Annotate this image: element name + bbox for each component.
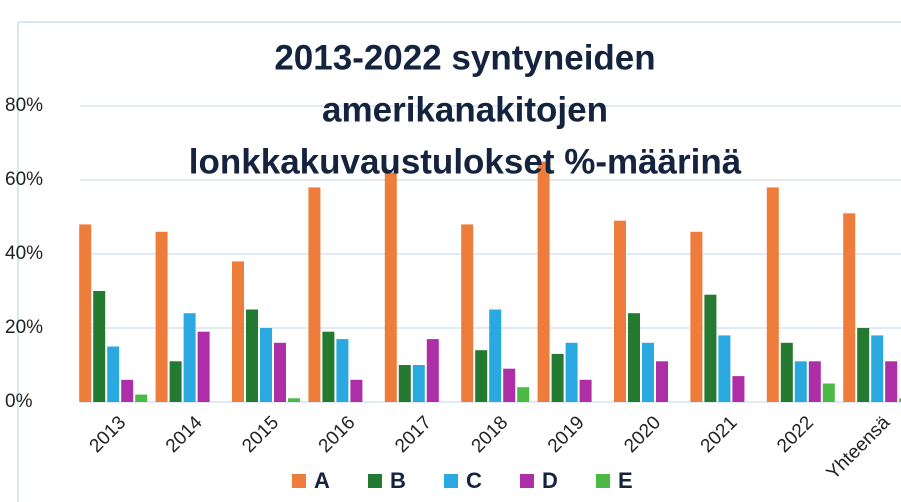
- bar: [308, 187, 321, 402]
- legend-label: E: [618, 468, 633, 493]
- bar: [79, 224, 92, 402]
- bar: [121, 379, 134, 402]
- bar: [843, 213, 856, 402]
- bar: [766, 187, 779, 402]
- x-tick-label: 2014: [162, 412, 207, 457]
- legend-swatch: [596, 474, 610, 488]
- bar: [551, 353, 564, 402]
- bar: [489, 309, 502, 402]
- bar: [288, 398, 300, 402]
- bar: [246, 309, 258, 402]
- legend-label: A: [314, 468, 330, 493]
- bar: [107, 346, 120, 402]
- bar: [274, 342, 286, 402]
- bar: [260, 328, 272, 402]
- bar: [808, 361, 821, 402]
- bar: [690, 231, 703, 402]
- bar: [426, 339, 439, 402]
- bar: [183, 313, 196, 402]
- bar: [93, 291, 106, 402]
- bar: [579, 379, 592, 402]
- y-tick-label: 80%: [5, 95, 43, 116]
- bar: [871, 335, 884, 402]
- bar: [135, 394, 148, 402]
- bar: [704, 294, 717, 402]
- bar: [461, 224, 474, 402]
- bar: [336, 339, 349, 402]
- legend-label: D: [542, 468, 558, 493]
- x-tick-label: 2017: [391, 412, 436, 457]
- legend-swatch: [444, 474, 458, 488]
- x-tick-label: 2018: [468, 412, 513, 457]
- chart-title: 2013-2022 syntyneiden: [274, 38, 655, 77]
- bar: [169, 361, 182, 402]
- bar: [232, 261, 244, 402]
- bar: [628, 313, 640, 402]
- bar: [857, 328, 870, 402]
- y-tick-label: 40%: [5, 243, 43, 264]
- x-tick-label: 2022: [773, 412, 818, 457]
- bar: [537, 161, 550, 402]
- bar: [718, 335, 731, 402]
- bar: [322, 331, 335, 402]
- bar: [614, 220, 626, 402]
- bar: [517, 387, 530, 402]
- bar: [197, 331, 210, 402]
- legend-swatch: [368, 474, 382, 488]
- bar: [794, 361, 807, 402]
- chart-title: lonkkakuvaustulokset %-määrinä: [189, 142, 742, 181]
- legend-swatch: [292, 474, 306, 488]
- bar: [780, 342, 793, 402]
- x-tick-label: 2016: [315, 412, 360, 457]
- bar: [565, 342, 578, 402]
- bar: [822, 383, 835, 402]
- legend-label: B: [390, 468, 406, 493]
- bar: [503, 368, 516, 402]
- legend-swatch: [520, 474, 534, 488]
- y-tick-label: 20%: [5, 317, 43, 338]
- bar: [475, 350, 488, 402]
- x-tick-label: 2013: [86, 412, 131, 457]
- bar: [899, 398, 901, 402]
- legend-label: C: [466, 468, 482, 493]
- x-tick-label: 2020: [620, 412, 665, 457]
- bar: [732, 376, 745, 402]
- chart-title: amerikanakitojen: [322, 90, 608, 129]
- x-tick-label: Yhteensä: [823, 412, 895, 484]
- y-tick-label: 60%: [5, 169, 43, 190]
- bar: [155, 231, 168, 402]
- x-tick-label: 2021: [697, 412, 742, 457]
- bar: [642, 342, 654, 402]
- bar: [384, 172, 397, 402]
- bar: [398, 365, 411, 402]
- bar: [350, 379, 363, 402]
- bar: [656, 361, 668, 402]
- y-tick-label: 0%: [5, 391, 33, 412]
- bar: [885, 361, 898, 402]
- bar: [412, 365, 425, 402]
- x-tick-label: 2015: [238, 412, 283, 457]
- x-tick-label: 2019: [544, 412, 589, 457]
